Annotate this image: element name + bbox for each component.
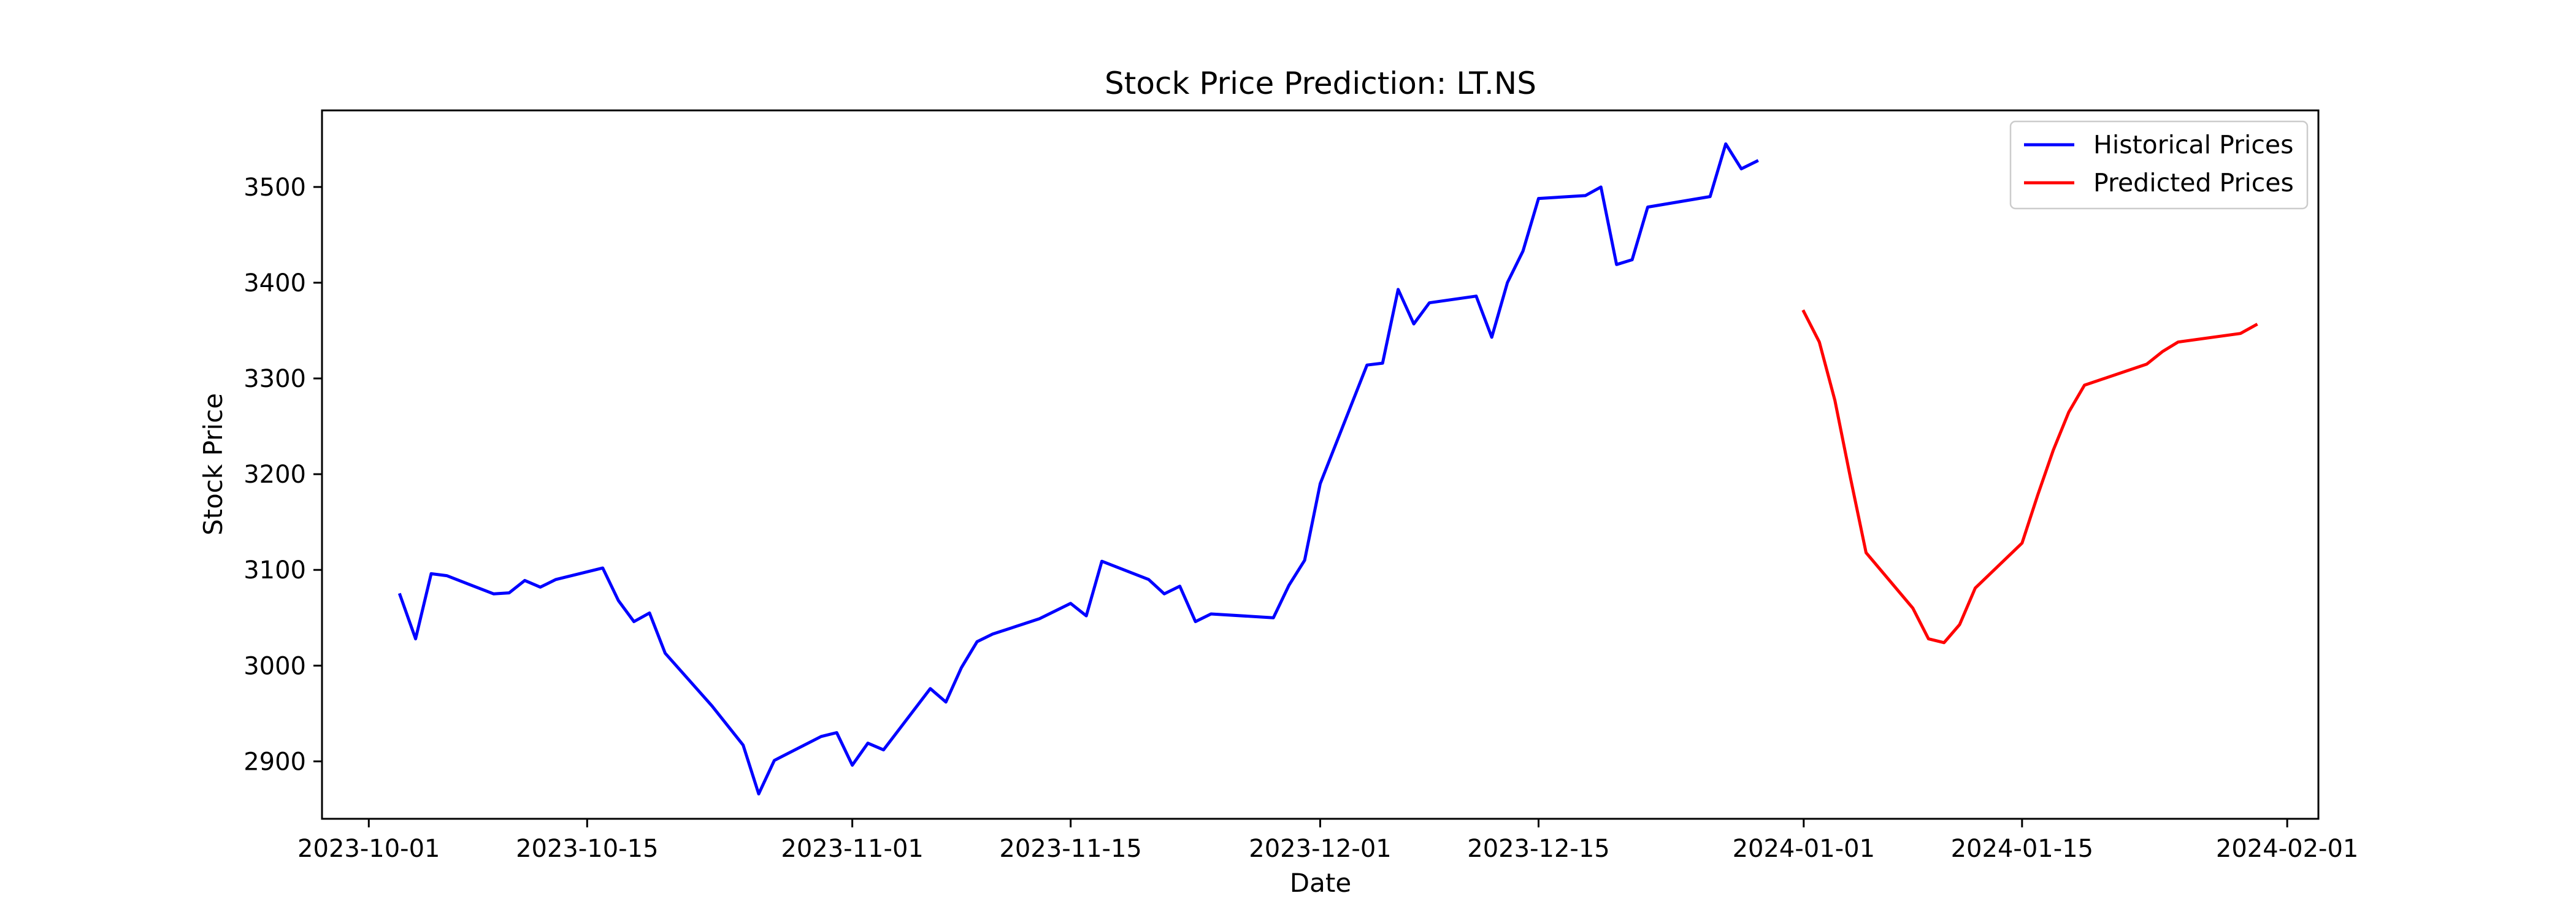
y-tick-label: 3300: [243, 365, 306, 393]
y-tick-label: 3000: [243, 652, 306, 680]
x-tick-label: 2023-11-15: [999, 835, 1141, 863]
legend-label-historical: Historical Prices: [2093, 130, 2293, 159]
y-axis-label: Stock Price: [198, 393, 228, 535]
x-tick-label: 2023-10-15: [516, 835, 658, 863]
legend: Historical Prices Predicted Prices: [2009, 120, 2309, 210]
y-tick-label: 3500: [243, 174, 306, 202]
x-tick-label: 2023-12-01: [1249, 835, 1391, 863]
chart-title: Stock Price Prediction: LT.NS: [1105, 66, 1536, 101]
x-axis-label: Date: [1290, 868, 1351, 898]
legend-frame: [2009, 120, 2309, 210]
series-line-predicted: [1801, 309, 2258, 645]
series-layer: [397, 142, 2258, 795]
x-tick-label: 2023-11-01: [781, 835, 923, 863]
y-axis: 2900 3000 3100 3200 3300 3400 3500: [243, 174, 322, 776]
x-tick-label: 2024-01-15: [1951, 835, 2093, 863]
y-tick-label: 2900: [243, 748, 306, 776]
y-tick-label: 3100: [243, 556, 306, 585]
series-line-historical: [397, 142, 1759, 795]
x-tick-label: 2023-12-15: [1467, 835, 1609, 863]
y-tick-label: 3200: [243, 461, 306, 489]
plot-area-frame: [321, 109, 2320, 820]
x-axis: 2023-10-01 2023-10-15 2023-11-01 2023-11-15…: [297, 819, 2358, 863]
legend-label-predicted: Predicted Prices: [2093, 168, 2294, 197]
x-tick-label: 2024-02-01: [2216, 835, 2358, 863]
y-tick-label: 3400: [243, 269, 306, 297]
x-tick-label: 2024-01-01: [1733, 835, 1875, 863]
x-tick-label: 2023-10-01: [297, 835, 440, 863]
